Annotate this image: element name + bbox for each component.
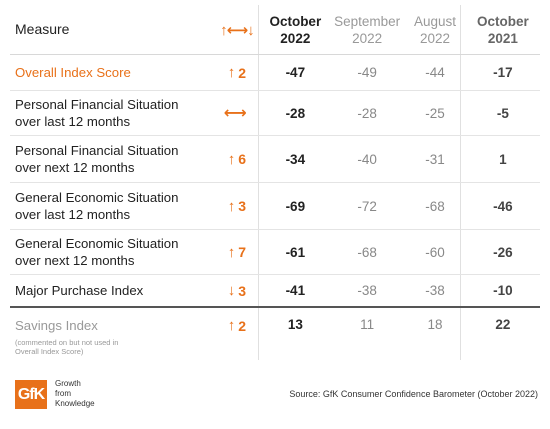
value-oct-2022: -69 [285,198,306,214]
value-oct-2021: 22 [495,317,511,332]
value-oct-2021: 1 [499,151,507,167]
value-oct-2022: 13 [287,317,303,332]
arrow-down-icon: ↓ [227,282,236,299]
measure-label: General Economic Situation over last 12 m… [15,190,179,222]
table-row: General Economic Situation over last 12 m… [10,183,540,230]
change-cell: ⟷ [213,103,261,123]
value-aug-2022: -31 [425,151,445,167]
source-note: Source: GfK Consumer Confidence Baromete… [289,389,538,399]
value-oct-2021: -5 [496,105,509,121]
arrow-up-icon: ↑ [227,150,236,168]
value-oct-2021: -10 [493,283,513,298]
col-sep-2022: September 2022 [334,13,401,46]
col-oct-2021: October 2021 [476,13,529,46]
gfk-tagline: Growth from Knowledge [55,379,95,408]
change-cell: ↑ 2 [227,317,247,334]
table-row: General Economic Situation over next 12 m… [10,230,540,275]
col-aug-2022: August 2022 [413,13,457,46]
value-aug-2022: 18 [427,317,443,332]
savings-note: (commented on but not used in Overall In… [15,338,119,356]
arrow-up-icon: ↑ [227,64,236,81]
gfk-logo: GfK [15,380,47,409]
measure-label: Overall Index Score [15,65,131,80]
table-row: Personal Financial Situation over last 12… [10,91,540,136]
arrow-up-icon: ↑ [227,243,236,261]
arrow-up-icon: ↑ [227,317,236,334]
value-oct-2022: -41 [285,283,306,298]
value-aug-2022: -38 [425,283,445,298]
measure-label: Personal Financial Situation over next 12… [15,143,179,175]
measure-label: Major Purchase Index [15,283,144,298]
measure-label: Personal Financial Situation over last 12… [15,97,179,129]
change-header: ↑⟷↓ [213,21,261,39]
value-sep-2022: 11 [360,317,375,332]
value-aug-2022: -25 [425,105,445,121]
change-cell: ↑ 2 [227,64,247,81]
change-cell: ↓ 3 [227,282,247,299]
arrow-left-right-icon: ⟷ [223,105,247,122]
table-row: Major Purchase Index ↓ 3 -41 -38 -38 -10 [10,275,540,308]
value-oct-2022: -61 [285,244,306,260]
change-cell: ↑ 7 [227,243,247,261]
value-oct-2022: -47 [285,65,306,80]
value-sep-2022: -49 [357,65,377,80]
value-aug-2022: -60 [425,244,445,260]
table-row: Personal Financial Situation over next 12… [10,136,540,183]
value-oct-2021: -26 [493,244,513,260]
value-aug-2022: -68 [425,198,445,214]
value-oct-2022: -28 [285,105,306,121]
measure-label: Savings Index (commented on but not used… [10,317,213,356]
value-oct-2021: -17 [493,65,513,80]
up-down-arrows-icon: ↑⟷↓ [220,21,255,39]
arrow-up-icon: ↑ [227,197,236,215]
value-sep-2022: -28 [357,105,377,121]
value-sep-2022: -72 [357,198,377,214]
table-row: Savings Index (commented on but not used… [10,308,540,360]
table-header: Measure ↑⟷↓ October 2022 September 2022 Au… [10,5,540,55]
measure-header: Measure [15,21,70,37]
measure-label: General Economic Situation over next 12 m… [15,236,179,268]
value-sep-2022: -38 [357,283,377,298]
col-oct-2022: October 2022 [269,13,322,46]
table-row: Overall Index Score ↑ 2 -47 -49 -44 -17 [10,55,540,91]
change-cell: ↑ 6 [227,150,247,168]
value-aug-2022: -44 [425,65,445,80]
change-cell: ↑ 3 [227,197,247,215]
value-oct-2021: -46 [493,198,513,214]
value-oct-2022: -34 [285,151,306,167]
value-sep-2022: -40 [357,151,377,167]
value-sep-2022: -68 [357,244,377,260]
